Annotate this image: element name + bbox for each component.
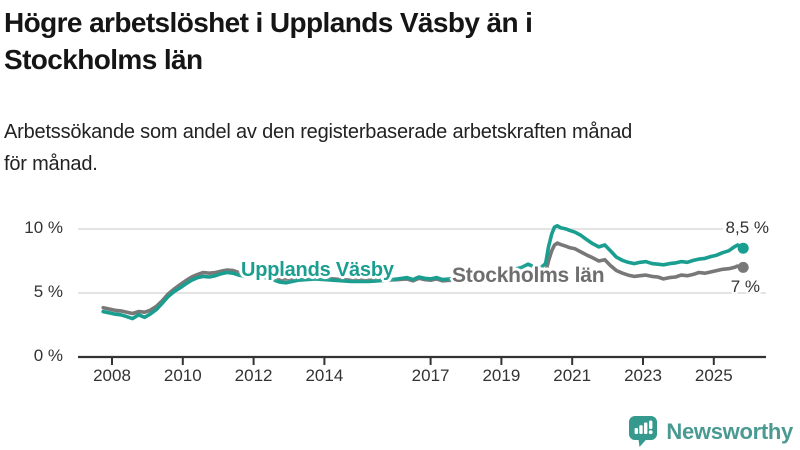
series-label-stockholms-lan: Stockholms län xyxy=(452,264,605,287)
page-title-line-2: Stockholms län xyxy=(4,44,203,75)
chart-subtitle-line-2: för månad. xyxy=(4,153,98,175)
newsworthy-logo[interactable]: Newsworthy xyxy=(629,416,793,447)
newsworthy-bubble-chart-icon xyxy=(629,416,658,447)
end-value-stockholms-lan: 7 % xyxy=(730,277,760,296)
chart-subtitle: Arbetssökande som andel av den registerb… xyxy=(4,116,632,180)
page-title-line-1: Högre arbetslöshet i Upplands Väsby än i xyxy=(4,7,533,38)
series-label-upplands-vasby: Upplands Väsby xyxy=(241,259,394,281)
newsworthy-wordmark: Newsworthy xyxy=(666,418,793,444)
page-title: Högre arbetslöshet i Upplands Väsby än i… xyxy=(4,4,533,78)
chart-subtitle-line-1: Arbetssökande som andel av den registerb… xyxy=(4,121,633,143)
end-value-upplands-vasby: 8,5 % xyxy=(725,218,769,237)
